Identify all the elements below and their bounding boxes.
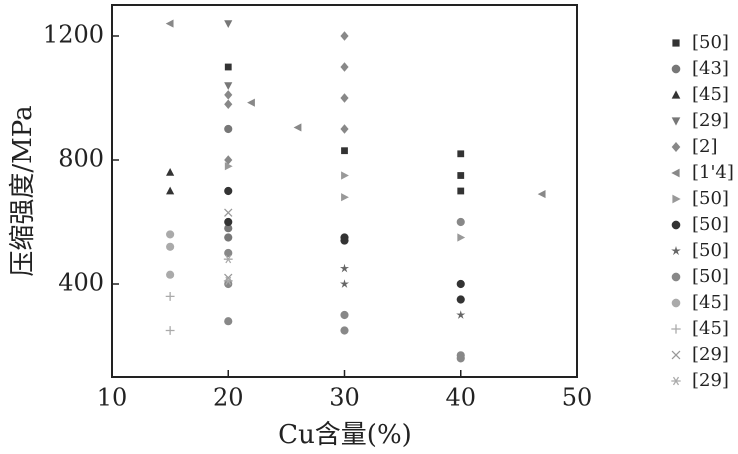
legend-marker (671, 350, 681, 360)
marker (457, 233, 466, 242)
legend-marker (671, 168, 680, 178)
x-tick-label: 20 (213, 384, 244, 412)
legend-marker (671, 245, 681, 256)
marker (457, 187, 465, 195)
marker (293, 123, 302, 132)
legend-text: [29] (692, 370, 729, 391)
marker (341, 171, 349, 180)
marker (224, 186, 233, 196)
x-tick-label: 30 (329, 384, 360, 412)
marker (340, 326, 349, 335)
legend-marker (671, 376, 681, 386)
legend-text: [50] (692, 240, 729, 261)
marker (223, 276, 233, 285)
marker (224, 208, 233, 217)
legend-marker (671, 298, 681, 308)
marker (224, 63, 232, 71)
marker (340, 236, 349, 245)
marker (166, 230, 175, 239)
legend-marker (671, 272, 681, 282)
x-axis-label: Cu含量(%) (278, 420, 412, 450)
marker (224, 317, 233, 326)
legend-marker (671, 90, 681, 99)
legend-text: [29] (692, 110, 729, 131)
legend-text: [45] (692, 84, 729, 105)
marker (224, 155, 233, 165)
legend-text: [29] (692, 344, 729, 365)
marker (340, 93, 349, 103)
x-tick-label: 10 (97, 384, 128, 412)
marker (165, 291, 175, 301)
legend-marker (671, 141, 681, 153)
legend-text: [2] (692, 136, 718, 157)
marker (224, 224, 233, 233)
legend-marker (671, 220, 681, 230)
legend-text: [50] (692, 188, 729, 209)
y-axis-label: 压缩强度/MPa (8, 105, 38, 276)
plot-frame (111, 4, 578, 378)
legend-marker (671, 64, 681, 74)
marker (340, 62, 349, 72)
marker (224, 99, 233, 109)
marker (341, 147, 348, 155)
marker (224, 124, 233, 134)
marker (224, 233, 233, 242)
marker (339, 279, 350, 288)
legend-text: [45] (692, 318, 729, 339)
marker (537, 190, 546, 199)
legend-marker (671, 117, 681, 126)
legend-text: [43] (692, 58, 729, 79)
marker (457, 150, 465, 158)
legend-marker (672, 194, 681, 204)
marker (339, 263, 350, 273)
marker (224, 82, 233, 91)
legend-text: [50] (692, 266, 729, 287)
marker (340, 124, 349, 134)
marker (456, 279, 465, 289)
marker (456, 310, 466, 319)
marker (224, 279, 233, 289)
marker (166, 167, 175, 176)
marker (457, 172, 465, 179)
marker (165, 326, 175, 335)
legend-marker (671, 324, 681, 334)
marker (166, 186, 175, 195)
marker (166, 270, 175, 279)
marker (224, 90, 233, 100)
x-tick-label: 50 (562, 384, 593, 412)
marker (341, 193, 349, 202)
marker (224, 20, 233, 29)
marker (340, 310, 349, 320)
marker (224, 162, 233, 171)
marker (224, 248, 233, 258)
legend-text: [50] (692, 214, 729, 235)
legend-text: [1'4] (692, 162, 734, 183)
marker (456, 217, 465, 227)
legend-text: [50] (692, 32, 729, 53)
marker (165, 19, 174, 28)
marker (247, 98, 255, 107)
y-tick-label: 1200 (43, 21, 104, 49)
y-tick-label: 400 (58, 269, 104, 297)
marker (456, 354, 465, 363)
marker (456, 295, 465, 304)
marker (340, 31, 349, 41)
x-tick-label: 40 (445, 384, 476, 412)
legend-marker (672, 39, 680, 47)
legend-text: [45] (692, 292, 729, 313)
marker (223, 255, 233, 264)
y-tick-label: 800 (58, 145, 104, 173)
marker (224, 217, 233, 227)
marker (166, 242, 175, 251)
